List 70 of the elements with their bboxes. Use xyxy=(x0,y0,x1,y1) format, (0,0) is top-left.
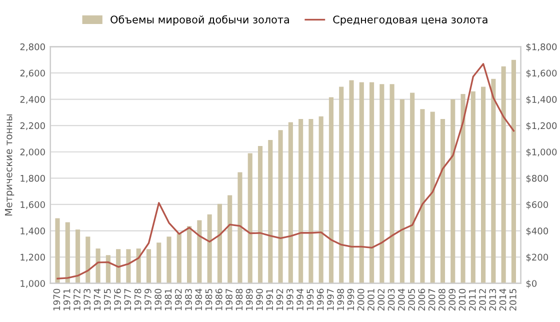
y2-tick-label: $1,000 xyxy=(526,148,557,157)
legend-label: Объемы мировой добычи золота xyxy=(110,15,289,26)
x-tick-label: 2008 xyxy=(438,288,446,311)
x-tick-label: 1997 xyxy=(327,288,334,310)
x-tick-label: 1974 xyxy=(94,288,101,310)
x-tick-label: 2001 xyxy=(368,289,374,311)
x-tick-label: 1982 xyxy=(174,289,182,310)
y-tick-label: 2,000 xyxy=(20,148,45,156)
x-tick-label: 2006 xyxy=(418,288,426,311)
x-tick-label: 2012 xyxy=(479,289,486,311)
x-tick-label: 1973 xyxy=(84,288,91,310)
x-tick-label: 2002 xyxy=(378,289,385,311)
x-tick-label: 1984 xyxy=(195,288,202,310)
x-tick-label: 1972 xyxy=(74,289,80,310)
x-tick-label: 2009 xyxy=(448,288,456,311)
legend-label: Среднегодовая цена золота xyxy=(333,16,488,26)
y-tick-label: 2,600 xyxy=(20,70,45,78)
x-tick-label: 2004 xyxy=(398,288,405,311)
y2-tick-label: $1,200 xyxy=(526,122,557,130)
x-tick-label: 1991 xyxy=(266,289,274,310)
x-tick-label: 2007 xyxy=(428,288,436,311)
y-tick-label: 1,800 xyxy=(20,174,45,183)
x-tick-label: 2003 xyxy=(388,288,395,311)
x-tick-label: 1979 xyxy=(144,288,152,310)
x-tick-label: 2005 xyxy=(408,289,415,311)
y2-tick-label: $400 xyxy=(526,227,548,236)
x-tick-label: 1998 xyxy=(337,288,344,310)
x-tick-label: 1985 xyxy=(205,289,212,310)
y2-tick-label: $0 xyxy=(526,280,537,288)
x-tick-label: 1999 xyxy=(347,288,354,310)
y-tick-label: 1,200 xyxy=(20,254,45,262)
y-tick-label: 2,800 xyxy=(20,43,45,52)
x-tick-label: 1971 xyxy=(63,289,70,310)
x-tick-label: 2011 xyxy=(468,289,476,311)
x-tick-label: 2014 xyxy=(499,288,506,311)
x-tick-label: 1980 xyxy=(154,288,162,310)
y-tick-label: 1,400 xyxy=(20,227,45,236)
x-tick-label: 2010 xyxy=(458,288,466,311)
x-tick-label: 1988 xyxy=(236,288,243,310)
x-tick-label: 2013 xyxy=(489,288,496,311)
y2-tick-label: $800 xyxy=(526,174,548,183)
x-tick-label: 1981 xyxy=(164,289,172,310)
x-tick-label: 1993 xyxy=(286,288,294,310)
x-tick-label: 1986 xyxy=(215,288,222,310)
y2-tick-label: $1,600 xyxy=(526,70,557,78)
line-series xyxy=(56,63,515,280)
x-tick-label: 1976 xyxy=(114,288,121,310)
y2-tick-label: $200 xyxy=(526,254,548,262)
x-tick-label: 1978 xyxy=(134,288,142,310)
x-tick-label: 1989 xyxy=(246,288,253,310)
x-tick-label: 2015 xyxy=(509,289,516,311)
y2-tick-label: $600 xyxy=(526,201,548,210)
x-tick-label: 1975 xyxy=(104,289,111,310)
x-tick-label: 1992 xyxy=(276,289,284,310)
y2-tick-label: $1,800 xyxy=(526,43,557,52)
y-tick-label: 2,400 xyxy=(20,96,45,104)
x-tick-label: 1994 xyxy=(296,288,304,310)
y2-tick-label: $1,400 xyxy=(526,96,557,104)
y-tick-label: 1,000 xyxy=(20,280,45,288)
x-tick-label: 1983 xyxy=(185,288,192,310)
x-tick-label: 1990 xyxy=(256,288,263,310)
x-tick-label: 1970 xyxy=(53,288,60,310)
y-tick-label: 1,600 xyxy=(20,201,45,209)
x-tick-label: 1987 xyxy=(226,288,232,310)
x-tick-label: 1996 xyxy=(316,288,324,310)
y-tick-label: 2,200 xyxy=(20,122,45,130)
y-axis-title: Метрические тонны xyxy=(5,114,14,216)
x-tick-label: 2000 xyxy=(357,288,364,311)
x-tick-label: 1977 xyxy=(124,288,132,310)
x-tick-label: 1995 xyxy=(306,289,314,310)
